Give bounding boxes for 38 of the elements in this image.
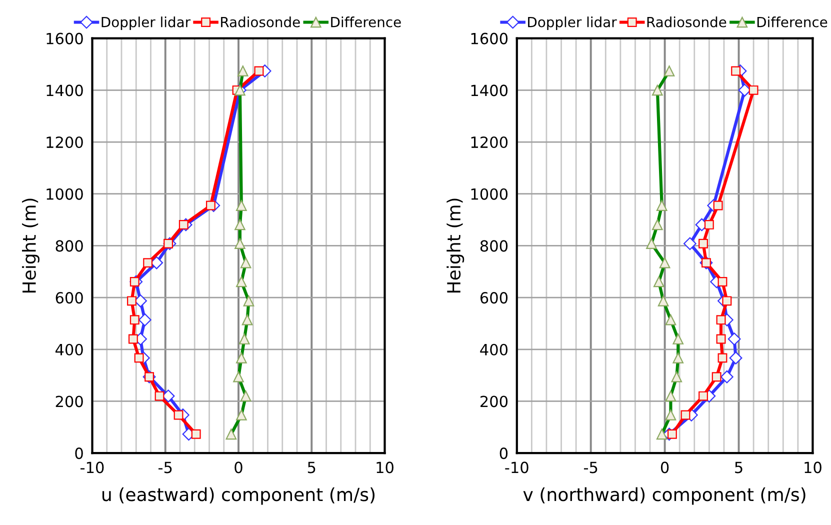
x-tick-label: -10 xyxy=(505,462,528,474)
y-tick-label: 200 xyxy=(56,396,83,408)
y-tick-label: 1000 xyxy=(46,188,83,200)
x-tick-label: 0 xyxy=(660,462,669,474)
y-tick-label: 1600 xyxy=(471,32,508,44)
x-tick-label: 5 xyxy=(308,462,316,474)
y-axis-title: Height (m) xyxy=(22,198,40,292)
x-tick-label: -5 xyxy=(584,462,598,474)
y-axis-title: Height (m) xyxy=(446,198,464,292)
y-tick-label: 1400 xyxy=(471,84,508,96)
y-tick-label: 600 xyxy=(480,292,508,304)
legend-label: Radiosonde xyxy=(647,16,726,28)
y-tick-label: 1400 xyxy=(46,84,83,96)
legend-label: Difference xyxy=(331,16,401,28)
x-axis-title: v (northward) component (m/s) xyxy=(523,487,806,505)
x-tick-label: 10 xyxy=(804,462,822,474)
x-tick-label: -10 xyxy=(80,462,104,474)
x-tick-label: 0 xyxy=(234,462,242,474)
y-tick-label: 400 xyxy=(55,344,83,356)
x-axis-title: u (eastward) component (m/s) xyxy=(102,487,375,505)
y-tick-label: 0 xyxy=(500,448,508,460)
legend-label: Radiosonde xyxy=(221,16,300,28)
y-tick-label: 800 xyxy=(56,240,83,252)
y-tick-label: 1200 xyxy=(46,136,83,148)
y-tick-label: 0 xyxy=(75,448,83,460)
x-tick-label: -5 xyxy=(158,462,172,474)
x-tick-label: 5 xyxy=(735,462,742,474)
legend-label: Doppler lidar xyxy=(102,16,191,30)
y-tick-label: 600 xyxy=(56,292,83,304)
y-tick-label: 1200 xyxy=(471,136,508,148)
y-tick-label: 200 xyxy=(480,396,508,408)
y-tick-label: 1000 xyxy=(471,188,508,200)
legend-label: Doppler lidar xyxy=(528,16,617,30)
y-tick-label: 1600 xyxy=(46,32,83,44)
legend-label: Difference xyxy=(757,16,828,28)
x-tick-label: 10 xyxy=(376,462,394,474)
y-tick-label: 800 xyxy=(480,240,508,252)
y-tick-label: 400 xyxy=(480,344,508,356)
